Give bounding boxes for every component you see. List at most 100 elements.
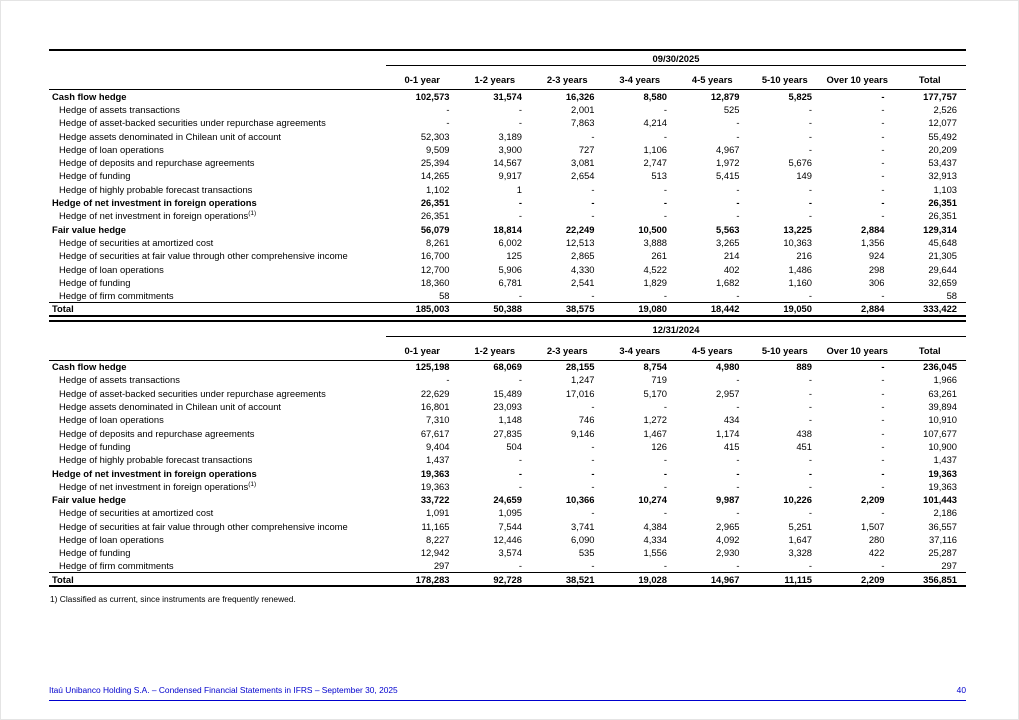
cell-value: 4,980 xyxy=(716,361,740,373)
cell-value: 438 xyxy=(796,427,812,439)
cell-value: - xyxy=(736,289,740,301)
row-label: Hedge of loan operations xyxy=(59,414,164,426)
cell-value: 14,265 xyxy=(420,170,450,182)
cell-value: - xyxy=(881,361,885,373)
column-header: Total xyxy=(893,65,966,90)
cell-value: - xyxy=(591,480,595,492)
table-row: Hedge of assets transactions - - 2,001 - 525 -… xyxy=(49,103,966,116)
cell-value: 32,659 xyxy=(928,276,957,288)
cell-value: 6,090 xyxy=(571,534,595,546)
row-label: Total xyxy=(49,572,386,588)
table-row: Cash flow hedge 125,198 68,069 28,155 8,754 4… xyxy=(49,360,966,373)
cell-value: 149 xyxy=(796,170,812,182)
cell-value: 3,265 xyxy=(716,236,740,248)
cell-value: - xyxy=(736,374,740,386)
cell-value: 19,080 xyxy=(603,301,676,317)
cell-value: 1,966 xyxy=(933,374,957,386)
row-label: Hedge of securities at fair value throug… xyxy=(59,250,348,262)
row-label: Hedge of loan operations xyxy=(59,263,164,275)
cell-value: - xyxy=(663,454,667,466)
cell-value: 10,500 xyxy=(638,223,667,235)
cell-value: - xyxy=(518,454,522,466)
cell-value: 5,906 xyxy=(498,263,522,275)
cell-value: 4,334 xyxy=(643,534,667,546)
column-header-spacer xyxy=(49,65,386,90)
cell-value: - xyxy=(591,130,595,142)
cell-value: 7,544 xyxy=(498,520,522,532)
table-row: Hedge of firm commitments 297 - - - - - - 297 xyxy=(49,560,966,573)
table-row: Hedge of securities at amortized cost 8,2… xyxy=(49,236,966,249)
cell-value: 8,227 xyxy=(426,534,450,546)
row-label: Hedge of funding xyxy=(59,547,131,559)
cell-value: 19,363 xyxy=(420,480,450,492)
cell-value: 4,384 xyxy=(643,520,667,532)
cell-value: 5,251 xyxy=(788,520,812,532)
cell-value: 36,557 xyxy=(928,520,957,532)
cell-value: 1 xyxy=(516,183,522,195)
cell-value: 2,930 xyxy=(716,547,740,559)
row-label: Hedge assets denominated in Chilean unit… xyxy=(59,130,282,142)
cell-value: 1,556 xyxy=(643,547,667,559)
cell-value: 19,050 xyxy=(748,301,821,317)
cell-value: 1,467 xyxy=(643,427,667,439)
cell-value: - xyxy=(736,480,740,492)
cell-value: 3,081 xyxy=(571,157,595,169)
cell-value: 356,851 xyxy=(893,572,966,588)
cell-value: 12,700 xyxy=(420,263,450,275)
cell-value: 6,781 xyxy=(498,276,522,288)
cell-value: 1,091 xyxy=(426,507,450,519)
row-label: Hedge of loan operations xyxy=(59,534,164,546)
cell-value: 26,351 xyxy=(928,197,957,209)
cell-value: 14,567 xyxy=(493,157,522,169)
cell-value: - xyxy=(881,427,885,439)
cell-value: 12,077 xyxy=(928,117,957,129)
cell-value: - xyxy=(446,103,450,115)
cell-value: 3,328 xyxy=(788,547,812,559)
cell-value: - xyxy=(663,197,667,209)
row-label: Hedge of net investment in foreign opera… xyxy=(59,480,257,492)
cell-value: 29,644 xyxy=(928,263,957,275)
cell-value: 25,394 xyxy=(420,157,450,169)
table-row: Hedge of net investment in foreign opera… xyxy=(49,466,966,479)
cell-value: 67,617 xyxy=(420,427,450,439)
cell-value: 2,884 xyxy=(821,301,894,317)
cell-value: 38,575 xyxy=(531,301,604,317)
cell-value: 3,900 xyxy=(498,143,522,155)
cell-value: 31,574 xyxy=(493,90,522,102)
cell-value: - xyxy=(518,197,522,209)
table-row: Hedge of net investment in foreign opera… xyxy=(49,480,966,493)
table-row: Hedge of funding 12,942 3,574 535 1,556 2,930… xyxy=(49,546,966,559)
page-footer: Itaú Unibanco Holding S.A. – Condensed F… xyxy=(49,685,966,701)
column-header: 1-2 years xyxy=(458,65,531,90)
cell-value: - xyxy=(446,374,450,386)
cell-value: - xyxy=(881,480,885,492)
cell-value: 1,486 xyxy=(788,263,812,275)
cell-value: - xyxy=(881,401,885,413)
cell-value: 25,287 xyxy=(928,547,957,559)
column-header: 3-4 years xyxy=(603,336,676,361)
cell-value: - xyxy=(591,183,595,195)
cell-value: 45,648 xyxy=(928,236,957,248)
column-header: 5-10 years xyxy=(748,336,821,361)
column-header-row: 0-1 year 1-2 years 2-3 years 3-4 years 4-5 y… xyxy=(49,336,966,361)
cell-value: 13,225 xyxy=(783,223,812,235)
cell-value: - xyxy=(881,90,885,102)
cell-value: 9,987 xyxy=(716,494,740,506)
cell-value: 19,363 xyxy=(928,467,957,479)
cell-value: 18,442 xyxy=(676,301,749,317)
cell-value: - xyxy=(736,117,740,129)
table-row: Hedge of securities at fair value throug… xyxy=(49,249,966,262)
cell-value: 2,001 xyxy=(571,103,595,115)
row-label: Hedge of securities at amortized cost xyxy=(59,507,214,519)
row-label: Cash flow hedge xyxy=(52,361,127,373)
row-label: Hedge of firm commitments xyxy=(59,560,174,572)
cell-value: 4,967 xyxy=(716,143,740,155)
row-label: Total xyxy=(49,301,386,317)
cell-value: - xyxy=(663,467,667,479)
row-label: Hedge of firm commitments xyxy=(59,289,174,301)
cell-value: 2,209 xyxy=(861,494,885,506)
cell-value: 3,741 xyxy=(571,520,595,532)
cell-value: 10,910 xyxy=(928,414,957,426)
cell-value: - xyxy=(591,210,595,222)
cell-value: 333,422 xyxy=(893,301,966,317)
